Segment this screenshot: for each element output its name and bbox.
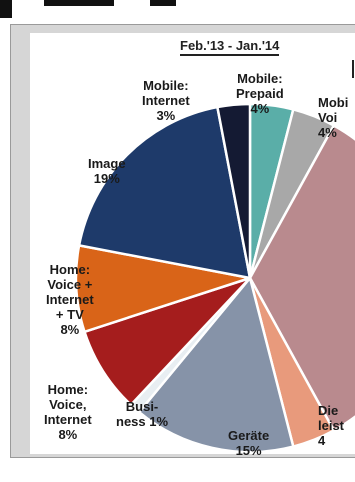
label-business: Busi- ness 1%	[116, 399, 169, 429]
header-bar-fragment-2	[44, 0, 114, 6]
label-home-voice-internet: Home: Voice, Internet 8%	[44, 382, 92, 442]
edge-marker	[352, 60, 354, 78]
pie-slice-9	[215, 102, 252, 279]
pie-slice-2	[248, 123, 355, 433]
label-dienstleistungen: Die leist 4	[318, 403, 345, 448]
label-mobile-prepaid: Mobile: Prepaid 4%	[236, 71, 284, 116]
label-mobile-voice: Mobi Voi 4%	[318, 95, 349, 140]
pie-slice-8	[77, 105, 252, 280]
pie-slice-4	[137, 275, 295, 454]
header-bar-fragment-1	[0, 0, 12, 18]
label-mobile-internet: Mobile: Internet 3%	[142, 78, 190, 123]
label-home-voice-internet-tv: Home: Voice + Internet + TV 8%	[46, 262, 94, 337]
chart-title: Feb.'13 - Jan.'14	[180, 38, 280, 56]
label-image: Image 19%	[88, 156, 126, 186]
label-geraete: Geräte 15%	[228, 428, 270, 458]
header-bar-fragment-3	[150, 0, 176, 6]
